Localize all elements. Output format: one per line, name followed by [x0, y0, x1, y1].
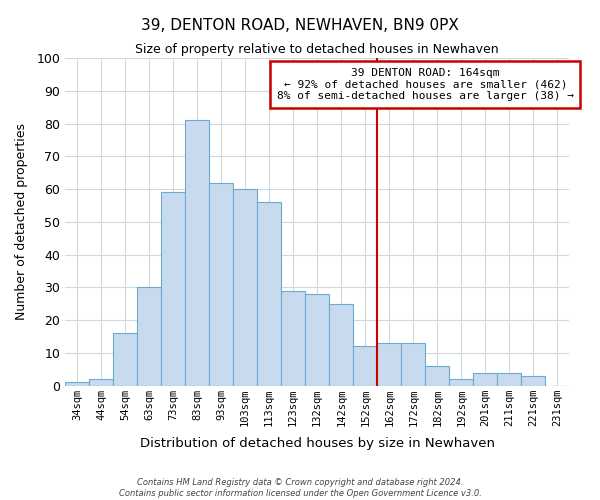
Bar: [401, 343, 425, 386]
Title: Size of property relative to detached houses in Newhaven: Size of property relative to detached ho…: [136, 42, 499, 56]
Text: 39 DENTON ROAD: 164sqm
← 92% of detached houses are smaller (462)
8% of semi-det: 39 DENTON ROAD: 164sqm ← 92% of detached…: [277, 68, 574, 101]
Bar: [521, 376, 545, 386]
Bar: [473, 372, 497, 386]
Bar: [137, 288, 161, 386]
Bar: [449, 379, 473, 386]
Bar: [233, 189, 257, 386]
Bar: [257, 202, 281, 386]
Bar: [161, 192, 185, 386]
Bar: [185, 120, 209, 386]
Bar: [353, 346, 377, 386]
Y-axis label: Number of detached properties: Number of detached properties: [15, 124, 28, 320]
Bar: [425, 366, 449, 386]
Bar: [281, 290, 305, 386]
Bar: [209, 182, 233, 386]
Bar: [113, 333, 137, 386]
Bar: [497, 372, 521, 386]
Text: Contains HM Land Registry data © Crown copyright and database right 2024.
Contai: Contains HM Land Registry data © Crown c…: [119, 478, 481, 498]
Bar: [329, 304, 353, 386]
X-axis label: Distribution of detached houses by size in Newhaven: Distribution of detached houses by size …: [140, 437, 495, 450]
Text: 39, DENTON ROAD, NEWHAVEN, BN9 0PX: 39, DENTON ROAD, NEWHAVEN, BN9 0PX: [141, 18, 459, 32]
Bar: [65, 382, 89, 386]
Bar: [305, 294, 329, 386]
Bar: [89, 379, 113, 386]
Bar: [377, 343, 401, 386]
